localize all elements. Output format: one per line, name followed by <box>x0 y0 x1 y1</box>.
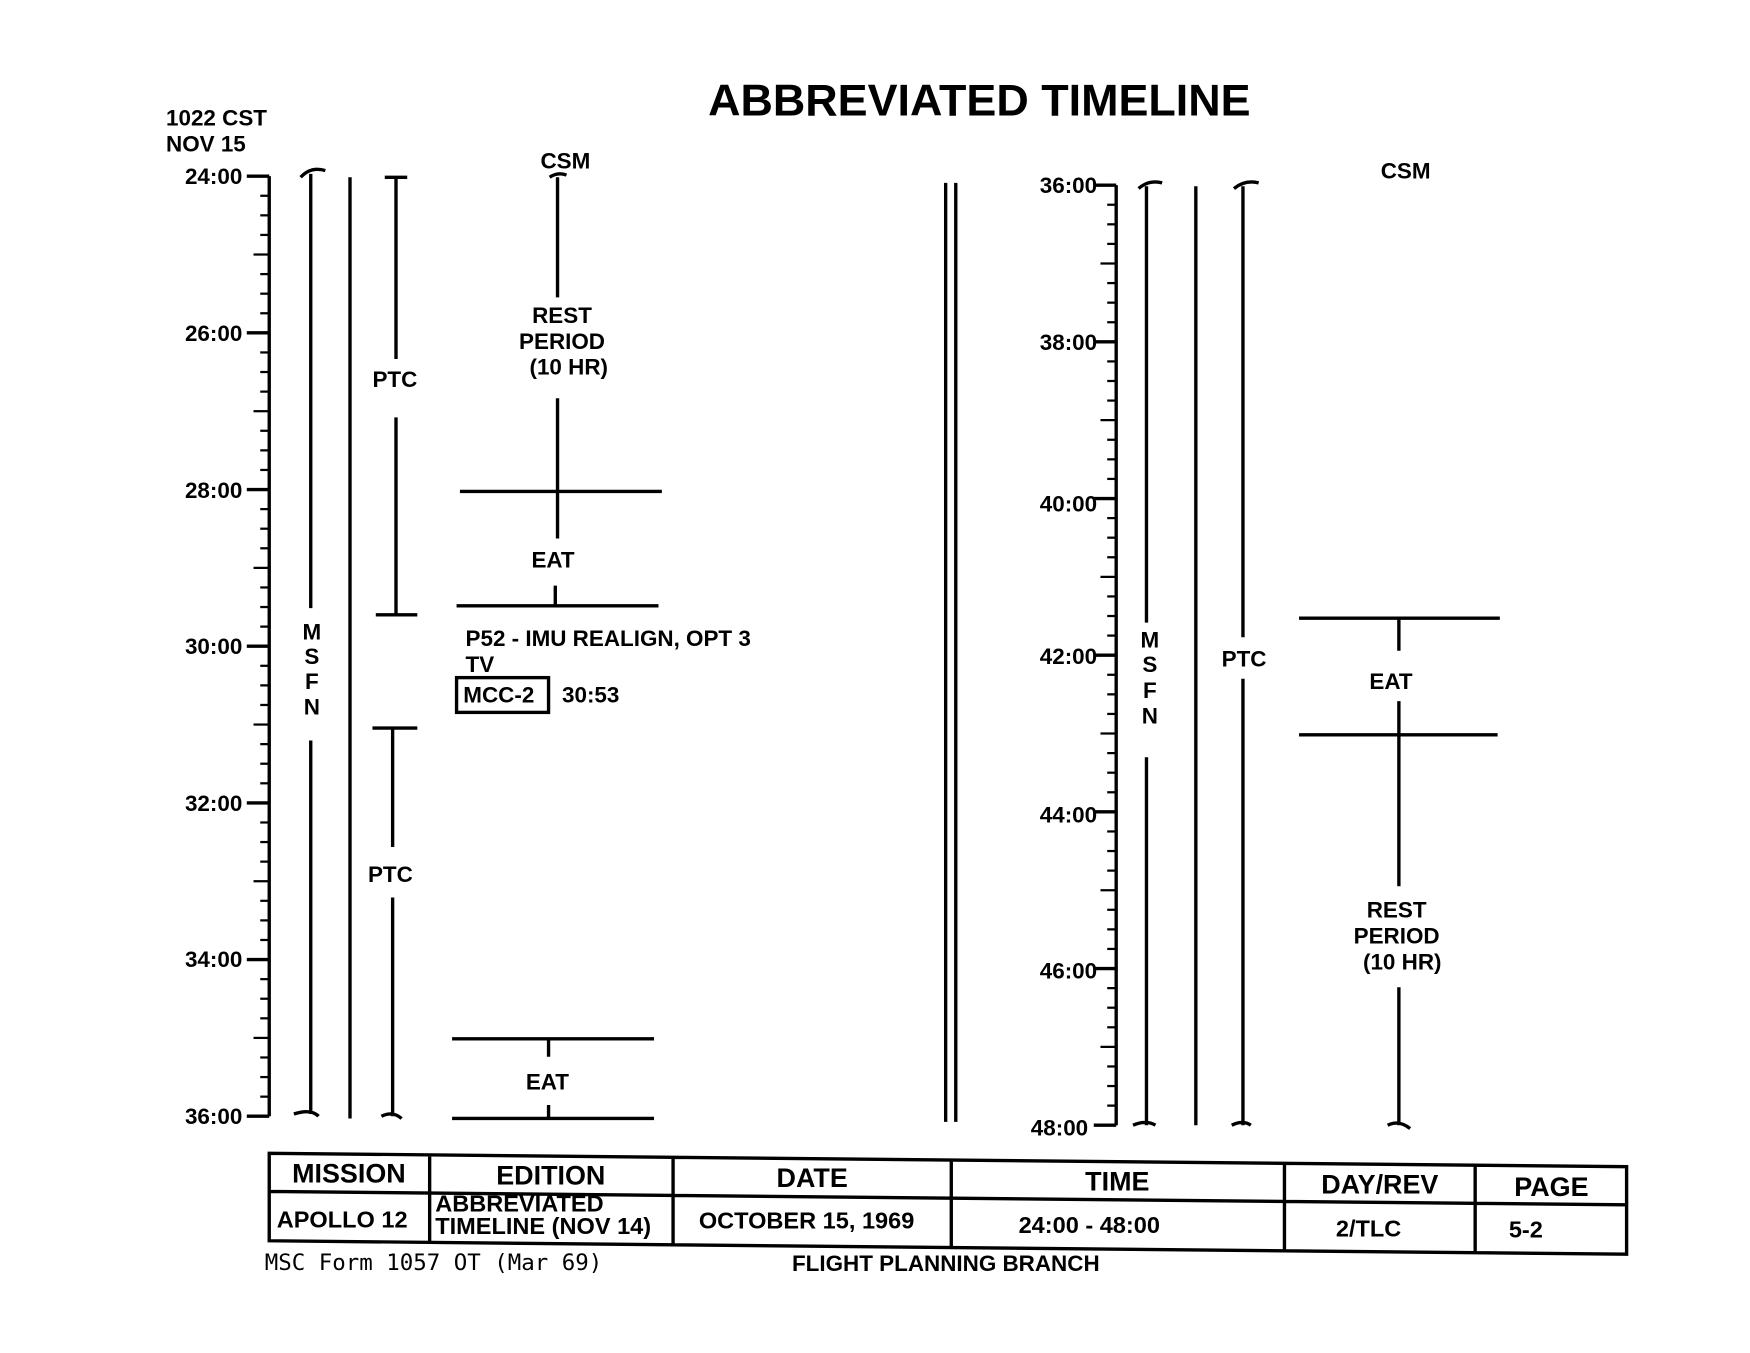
mcc-box <box>454 675 551 715</box>
left-axis-labels: 24:00 26:00 28:00 30:00 32:00 34:00 36:0… <box>185 164 242 1129</box>
rest-period-label: REST <box>1367 898 1427 923</box>
eat-label: EAT <box>1369 669 1412 694</box>
rest-period-label: (10 HR) <box>1363 949 1442 974</box>
axis-label: 30:00 <box>185 634 242 659</box>
msfn-letter: N <box>304 695 320 720</box>
edition-value: TIMELINE (NOV 14) <box>435 1213 651 1239</box>
right-axis-labels: 36:00 38:00 40:00 42:00 44:00 46:00 48:0… <box>1031 173 1097 1140</box>
date-value: OCTOBER 15, 1969 <box>699 1207 915 1233</box>
axis-label: 24:00 <box>185 164 242 189</box>
rest-period-label: REST <box>532 303 592 328</box>
day-rev-value: 2/TLC <box>1336 1215 1401 1241</box>
form-number: MSC Form 1057 OT (Mar 69) <box>265 1250 602 1276</box>
ptc-column: PTC <box>1222 180 1267 1127</box>
msfn-letter: F <box>305 669 319 694</box>
ptc-label: PTC <box>372 367 417 392</box>
csm-label: CSM <box>1381 158 1431 183</box>
time-value: 24:00 - 48:00 <box>1019 1212 1160 1238</box>
axis-label: 34:00 <box>185 947 242 972</box>
axis-label: 32:00 <box>185 791 242 816</box>
msfn-letter: M <box>1140 627 1159 652</box>
right-time-axis <box>1093 183 1118 1127</box>
axis-label: 36:00 <box>185 1104 242 1129</box>
header-edition: EDITION <box>496 1161 605 1191</box>
msfn-letter: F <box>1143 678 1157 703</box>
axis-label: 42:00 <box>1040 644 1097 669</box>
msfn-letter: M <box>303 619 322 644</box>
header-date: DATE <box>777 1163 848 1193</box>
left-timeline: 24:00 26:00 28:00 30:00 32:00 34:00 36:0… <box>185 148 751 1129</box>
msfn-letter: S <box>1142 652 1157 677</box>
header-time: 1022 CST <box>166 106 267 131</box>
ptc-column: PTC PTC <box>368 175 418 1120</box>
axis-label: 26:00 <box>185 321 242 346</box>
tv-note: TV <box>466 652 495 677</box>
csm-column: CSM REST PERIOD (10 HR) EAT P52 - IMU RE… <box>452 148 751 1121</box>
rest-period-label: (10 HR) <box>530 355 609 380</box>
edition-value: ABBREVIATED <box>435 1191 603 1217</box>
ptc-label: PTC <box>368 862 413 887</box>
header-page: PAGE <box>1514 1172 1588 1202</box>
mcc-label: MCC-2 <box>463 682 534 707</box>
msfn-letter: N <box>1142 704 1158 729</box>
axis-label: 44:00 <box>1040 802 1097 827</box>
form-table: MISSION EDITION DATE TIME DAY/REV PAGE A… <box>267 1151 1629 1256</box>
rest-period-label: PERIOD <box>1354 923 1440 948</box>
msfn-letter: S <box>304 644 319 669</box>
header-time: TIME <box>1085 1166 1149 1196</box>
header-date: NOV 15 <box>166 132 246 157</box>
csm-label: CSM <box>540 148 590 173</box>
header-mission: MISSION <box>292 1158 406 1188</box>
page-value: 5-2 <box>1509 1216 1543 1242</box>
eat-label: EAT <box>526 1069 569 1094</box>
p52-note: P52 - IMU REALIGN, OPT 3 <box>466 626 751 651</box>
mcc-time: 30:53 <box>562 682 619 707</box>
eat-label: EAT <box>531 548 574 573</box>
axis-label: 38:00 <box>1040 330 1097 355</box>
branch-label: FLIGHT PLANNING BRANCH <box>792 1251 1100 1276</box>
rest-period-label: PERIOD <box>519 329 605 354</box>
axis-label: 28:00 <box>185 478 242 503</box>
msfn-column: M S F N <box>1132 180 1163 1127</box>
page-title: ABBREVIATED TIMELINE <box>708 75 1250 126</box>
axis-label: 36:00 <box>1040 173 1097 198</box>
axis-label: 46:00 <box>1040 958 1097 983</box>
csm-column: CSM EAT REST PERIOD (10 HR) <box>1299 158 1500 1130</box>
mission-value: APOLLO 12 <box>277 1206 408 1232</box>
header-day-rev: DAY/REV <box>1321 1170 1438 1200</box>
axis-label: 40:00 <box>1040 492 1097 517</box>
panel-divider <box>943 182 958 1122</box>
right-timeline: 36:00 38:00 40:00 42:00 44:00 46:00 48:0… <box>1031 158 1500 1140</box>
axis-label: 48:00 <box>1031 1115 1088 1140</box>
ptc-label: PTC <box>1222 646 1267 671</box>
left-time-axis <box>246 174 271 1118</box>
msfn-column: M S F N <box>293 167 326 1118</box>
